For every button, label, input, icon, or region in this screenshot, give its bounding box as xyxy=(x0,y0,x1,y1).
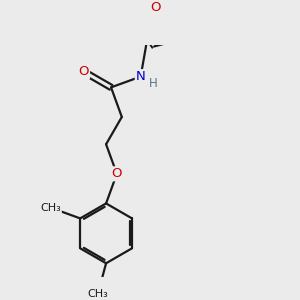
Text: O: O xyxy=(151,1,161,14)
Text: CH₃: CH₃ xyxy=(40,202,61,213)
Text: H: H xyxy=(148,77,157,90)
Text: N: N xyxy=(136,70,146,83)
Text: O: O xyxy=(79,65,89,78)
Text: CH₃: CH₃ xyxy=(88,289,108,299)
Text: O: O xyxy=(112,167,122,180)
